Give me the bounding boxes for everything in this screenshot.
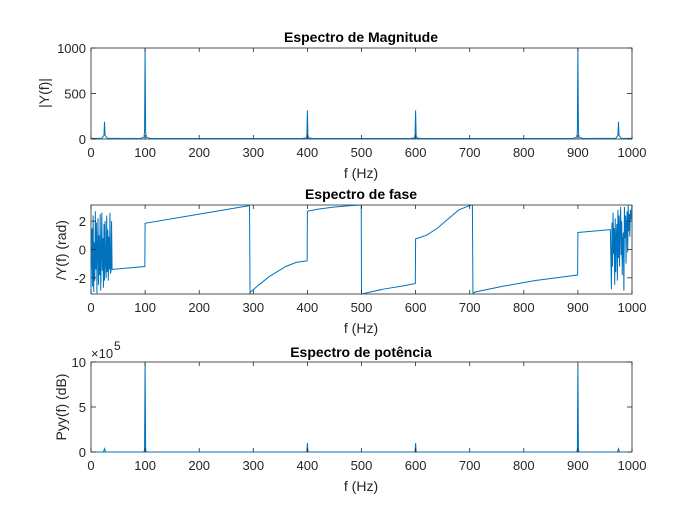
power-x-tick-label: 400 xyxy=(297,458,319,473)
magnitude-x-tick-label: 700 xyxy=(459,145,481,160)
phase-x-tick-label: 800 xyxy=(513,300,535,315)
power-x-tick-label: 0 xyxy=(87,458,94,473)
phase-x-tick-label: 500 xyxy=(351,300,373,315)
phase-spectrum-panel: Espectro de fase 0 100 200 300 400 500 600 700 8… xyxy=(53,186,646,336)
phase-y-tick-label: 0 xyxy=(79,243,86,258)
power-x-tick-label: 200 xyxy=(188,458,210,473)
phase-x-tick-label: 400 xyxy=(297,300,319,315)
magnitude-y-tick-label: 1000 xyxy=(57,41,86,56)
power-x-ticks: 0 100 200 300 400 500 600 700 800 900 1000 xyxy=(87,362,646,473)
magnitude-x-tick-label: 1000 xyxy=(618,145,647,160)
phase-x-tick-label: 900 xyxy=(567,300,589,315)
magnitude-plot-area xyxy=(90,47,633,140)
power-plot-area xyxy=(90,361,633,453)
phase-y-tick-label: 2 xyxy=(79,214,86,229)
magnitude-y-axis-label: |Y(f)| xyxy=(36,78,52,108)
magnitude-x-tick-label: 200 xyxy=(188,145,210,160)
phase-x-tick-label: 600 xyxy=(405,300,427,315)
phase-x-tick-label: 1000 xyxy=(618,300,647,315)
phase-x-tick-label: 0 xyxy=(87,300,94,315)
phase-x-axis-label: f (Hz) xyxy=(344,320,378,336)
magnitude-x-tick-label: 0 xyxy=(87,145,94,160)
magnitude-x-axis-label: f (Hz) xyxy=(344,165,378,181)
phase-spectrum-title: Espectro de fase xyxy=(305,186,417,202)
magnitude-x-tick-label: 600 xyxy=(405,145,427,160)
power-x-axis-label: f (Hz) xyxy=(344,478,378,494)
power-y-tick-label: 5 xyxy=(79,400,86,415)
power-y-scale-exponent: 5 xyxy=(114,339,121,353)
phase-y-axis-label: /Y(f) (rad) xyxy=(53,220,69,280)
power-spectrum-panel: Espectro de potência 0 100 200 300 400 500 600… xyxy=(53,339,646,494)
power-y-axis-label: Pyy(f) (dB) xyxy=(53,374,69,441)
magnitude-y-ticks: 0 500 1000 xyxy=(57,41,632,147)
phase-y-tick-label: -2 xyxy=(74,271,86,286)
power-y-tick-label: 0 xyxy=(79,445,86,460)
power-x-tick-label: 300 xyxy=(242,458,264,473)
power-x-tick-label: 1000 xyxy=(618,458,647,473)
magnitude-x-tick-label: 500 xyxy=(351,145,373,160)
magnitude-x-tick-label: 300 xyxy=(242,145,264,160)
magnitude-spectrum-panel: Espectro de Magnitude 0 100 200 300 400 500 60… xyxy=(36,29,646,181)
power-x-tick-label: 500 xyxy=(351,458,373,473)
phase-series-layer xyxy=(90,204,633,295)
power-spectrum-title: Espectro de potência xyxy=(290,344,432,360)
phase-y-ticks: 2 0 -2 xyxy=(74,214,632,286)
magnitude-y-tick-label: 0 xyxy=(79,132,86,147)
phase-x-tick-label: 200 xyxy=(188,300,210,315)
power-x-tick-label: 100 xyxy=(134,458,156,473)
phase-x-tick-label: 700 xyxy=(459,300,481,315)
magnitude-x-ticks: 0 100 200 300 400 500 600 700 800 900 1000 xyxy=(87,48,646,160)
power-x-tick-label: 700 xyxy=(459,458,481,473)
magnitude-x-tick-label: 100 xyxy=(134,145,156,160)
magnitude-x-tick-label: 900 xyxy=(567,145,589,160)
power-x-tick-label: 600 xyxy=(405,458,427,473)
magnitude-x-tick-label: 400 xyxy=(297,145,319,160)
power-x-tick-label: 800 xyxy=(513,458,535,473)
power-y-scale-multiplier: ×10 xyxy=(91,346,113,361)
phase-x-tick-label: 100 xyxy=(134,300,156,315)
magnitude-spectrum-title: Espectro de Magnitude xyxy=(284,29,438,45)
magnitude-y-tick-label: 500 xyxy=(64,87,86,102)
magnitude-x-tick-label: 800 xyxy=(513,145,535,160)
phase-series-line xyxy=(90,204,633,295)
power-y-ticks: 0 5 10 xyxy=(72,355,632,460)
phase-x-ticks: 0 100 200 300 400 500 600 700 800 900 1000 xyxy=(87,205,646,315)
power-y-tick-label: 10 xyxy=(72,355,86,370)
power-x-tick-label: 900 xyxy=(567,458,589,473)
phase-x-tick-label: 300 xyxy=(242,300,264,315)
